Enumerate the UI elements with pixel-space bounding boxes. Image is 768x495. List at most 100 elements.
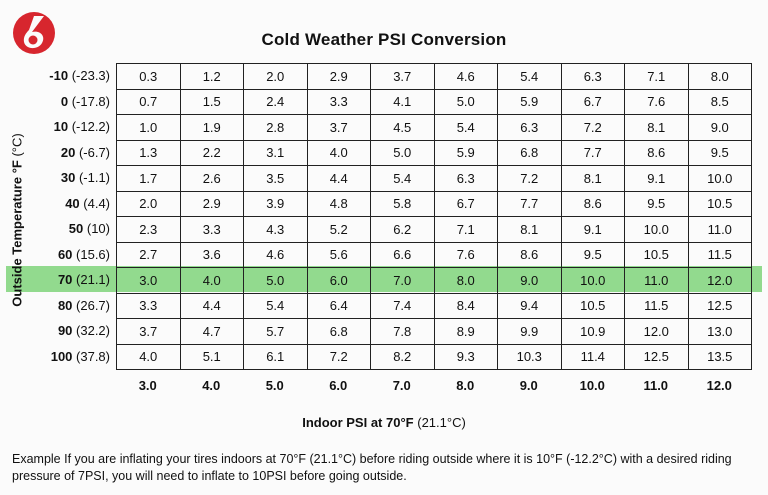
- table-cell: 3.0: [116, 267, 181, 294]
- row-label: 50 (10): [34, 216, 114, 242]
- row-label-celsius: (4.4): [79, 195, 110, 211]
- y-axis-label-unit: (°C): [9, 133, 25, 157]
- row-labels: -10 (-23.3) 0 (-17.8) 10 (-12.2) 20 (-6.7) 3…: [34, 63, 114, 369]
- table-cell: 5.2: [306, 216, 371, 243]
- table-cell: 8.6: [497, 241, 562, 268]
- table-cell: 9.9: [497, 318, 562, 345]
- table-cell: 3.3: [306, 88, 371, 115]
- table-cell: 4.0: [116, 343, 181, 370]
- row-label-fahrenheit: 50: [68, 221, 84, 236]
- table-cell: 5.0: [243, 267, 308, 294]
- table-cell: 10.5: [560, 292, 625, 319]
- row-label-celsius: (-23.3): [68, 68, 110, 83]
- table-cell: 6.1: [243, 343, 308, 370]
- table-cell: 9.0: [497, 267, 562, 294]
- table-cell: 6.4: [306, 292, 371, 319]
- row-label-celsius: (32.2): [72, 323, 110, 338]
- table-cell: 4.5: [370, 114, 435, 141]
- table-cell: 7.4: [370, 292, 435, 319]
- table-cell: 11.0: [624, 267, 689, 294]
- table-cell: 5.9: [433, 139, 498, 166]
- table-cell: 7.8: [370, 318, 435, 345]
- table-cell: 6.8: [306, 318, 371, 345]
- row-label: -10 (-23.3): [34, 63, 114, 89]
- column-label: 5.0: [265, 378, 284, 393]
- table-cell: 0.3: [116, 63, 181, 90]
- table-cell: 3.7: [306, 114, 371, 141]
- table-cell: 9.5: [560, 241, 625, 268]
- table-row: 0.3 1.2 2.0 2.9 3.7 4.6 5.4 6.3 7.1 8.0: [116, 63, 752, 90]
- row-label-celsius: (15.6): [72, 246, 110, 262]
- table-cell: 7.7: [497, 190, 562, 217]
- row-label: 10 (-12.2): [34, 114, 114, 140]
- table-cell: 0.7: [116, 88, 181, 115]
- x-axis-label-unit: (21.1°C): [417, 415, 466, 430]
- table-cell: 2.0: [243, 63, 308, 90]
- table-cell: 7.6: [624, 88, 689, 115]
- table-cell: 5.4: [243, 292, 308, 319]
- row-label-celsius: (21.1): [72, 272, 110, 287]
- column-label: 4.0: [202, 378, 221, 393]
- row-label: 90 (32.2): [34, 318, 114, 344]
- table-cell: 5.7: [243, 318, 308, 345]
- table-cell: 9.5: [624, 190, 689, 217]
- x-axis-label-main: Indoor PSI at 70°F: [302, 415, 414, 430]
- table-row: 0.7 1.5 2.4 3.3 4.1 5.0 5.9 6.7 7.6 8.5: [116, 88, 752, 115]
- table-cell: 7.1: [624, 63, 689, 90]
- table-cell: 3.7: [116, 318, 181, 345]
- table-cell: 4.1: [370, 88, 435, 115]
- row-label: 30 (-1.1): [34, 165, 114, 191]
- table-cell: 5.8: [370, 190, 435, 217]
- row-label: 20 (-6.7): [34, 140, 114, 166]
- table-cell: 10.0: [560, 267, 625, 294]
- table-cell: 8.6: [560, 190, 625, 217]
- table-cell: 6.7: [560, 88, 625, 115]
- table-cell: 12.0: [687, 267, 752, 294]
- y-axis-label-main: Outside Temperature °F: [9, 160, 25, 307]
- column-labels: 3.0 4.0 5.0 6.0 7.0 8.0 9.0 10.0 11.0 12.0: [116, 378, 751, 393]
- table-cell: 8.4: [433, 292, 498, 319]
- column-label: 12.0: [706, 378, 732, 393]
- table-cell: 6.3: [560, 63, 625, 90]
- row-label: 100 (37.8): [34, 344, 114, 370]
- row-label-celsius: (37.8): [72, 348, 110, 364]
- y-axis-label: Outside Temperature °F (°C): [10, 133, 25, 306]
- table-cell: 2.9: [179, 190, 244, 217]
- table-cell: 6.0: [306, 267, 371, 294]
- table-cell: 8.1: [624, 114, 689, 141]
- table-cell: 11.5: [624, 292, 689, 319]
- table-cell: 6.7: [433, 190, 498, 217]
- row-label-celsius: (-6.7): [75, 144, 110, 160]
- table-cell: 9.1: [624, 165, 689, 192]
- row-label-fahrenheit: 80: [57, 297, 73, 313]
- row-label: 80 (26.7): [34, 293, 114, 319]
- x-axis-label: Indoor PSI at 70°F (21.1°C): [0, 415, 768, 430]
- y-axis-label-wrap: Outside Temperature °F (°C): [0, 110, 35, 330]
- table-cell: 3.6: [179, 241, 244, 268]
- row-label: 40 (4.4): [34, 191, 114, 217]
- table-cell: 1.0: [116, 114, 181, 141]
- table-cell: 3.3: [179, 216, 244, 243]
- table-cell: 6.2: [370, 216, 435, 243]
- table-cell: 9.0: [687, 114, 752, 141]
- example-note: Example If you are inflating your tires …: [12, 452, 732, 483]
- table-row: 2.0 2.9 3.9 4.8 5.8 6.7 7.7 8.6 9.5 10.5: [116, 190, 752, 217]
- table-cell: 5.4: [433, 114, 498, 141]
- row-label: 70 (21.1): [34, 267, 114, 293]
- row-label-celsius: (-12.2): [68, 119, 110, 134]
- table-cell: 4.0: [306, 139, 371, 166]
- table-cell: 10.5: [624, 241, 689, 268]
- table-cell: 5.1: [179, 343, 244, 370]
- table-cell: 1.9: [179, 114, 244, 141]
- table-cell: 8.5: [687, 88, 752, 115]
- column-label: 9.0: [519, 378, 538, 393]
- column-label: 10.0: [579, 378, 605, 393]
- row-label-fahrenheit: 90: [57, 323, 73, 338]
- table-cell: 10.0: [687, 165, 752, 192]
- column-label: 7.0: [392, 378, 411, 393]
- table-cell: 10.9: [560, 318, 625, 345]
- table-cell: 5.9: [497, 88, 562, 115]
- table-row: 1.7 2.6 3.5 4.4 5.4 6.3 7.2 8.1 9.1 10.0: [116, 165, 752, 192]
- table-cell: 1.2: [179, 63, 244, 90]
- row-label-celsius: (26.7): [72, 297, 110, 313]
